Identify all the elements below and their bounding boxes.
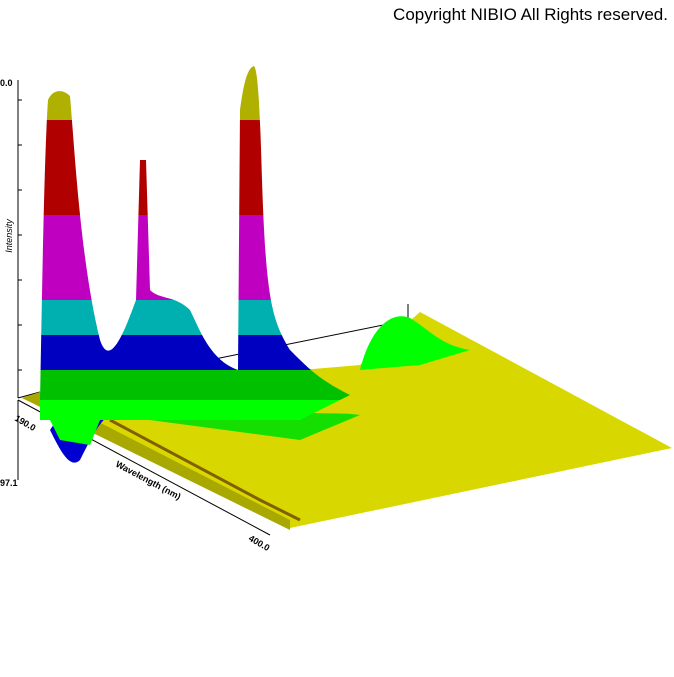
copyright: Copyright NIBIO All Rights reserved. [393, 5, 668, 24]
z-bottom-tick: 97.1 [0, 478, 18, 488]
x-end-tick: 400.0 [247, 533, 272, 553]
ridge [360, 316, 470, 370]
dip-band [50, 420, 100, 445]
stripe [109, 418, 301, 522]
z-axis-label: Intensity [4, 219, 14, 253]
z-top-tick: 0.0 [0, 78, 13, 88]
x-start-tick: 190.0 [13, 413, 38, 433]
